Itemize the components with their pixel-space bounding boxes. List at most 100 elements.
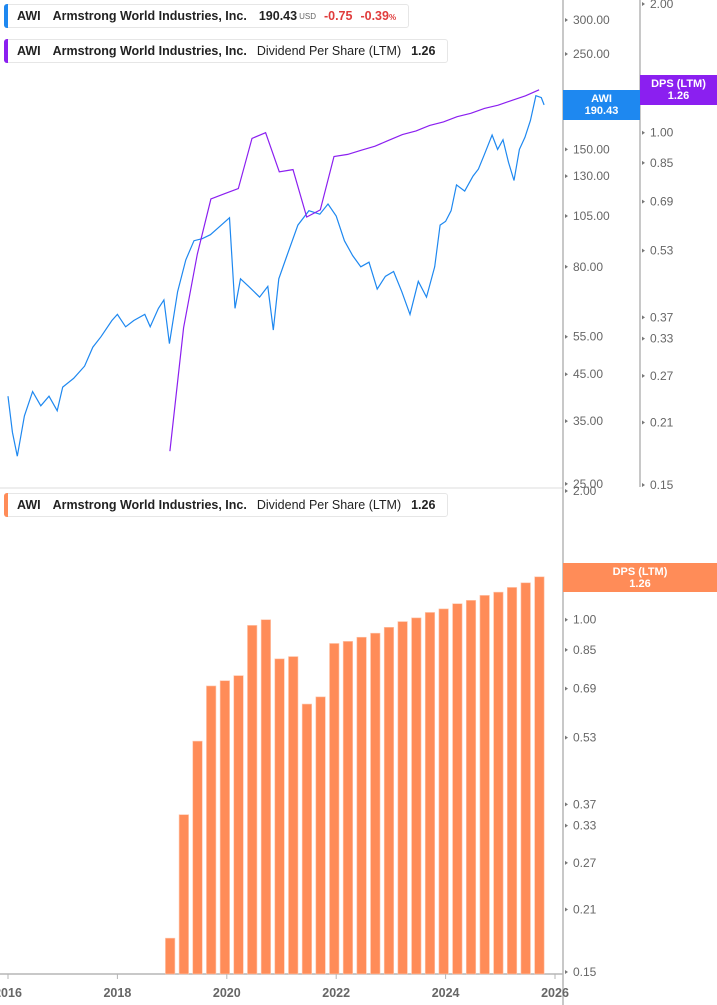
- price-tick-label: 250.00: [573, 47, 610, 61]
- price-tick-label-mark: [565, 419, 568, 424]
- x-tick-label: 2018: [103, 986, 131, 1000]
- dps-tag-value: 1.26: [667, 90, 690, 102]
- dps-bar: [260, 619, 271, 975]
- legend-price: 190.43: [258, 9, 298, 23]
- x-tick-label: 2026: [541, 986, 569, 1000]
- dps-bar: [315, 696, 326, 975]
- dps-bar: [219, 680, 230, 975]
- bar-y-tick-label-mark: [565, 970, 568, 975]
- price-tick-label: 35.00: [573, 414, 603, 428]
- dps-bar: [329, 643, 340, 975]
- dps-tick-label-mark: [642, 2, 645, 6]
- price-tick-label: 150.00: [573, 142, 610, 156]
- price-tag-ticker: AWI: [591, 93, 612, 105]
- dps-bar: [165, 937, 176, 975]
- dps-tag-value: 1.26: [629, 577, 651, 590]
- price-tick-label-mark: [565, 18, 568, 22]
- bar-y-tick-label-mark: [565, 802, 568, 807]
- price-tick-label: 130.00: [573, 169, 610, 183]
- dps-bar: [370, 632, 381, 975]
- price-tick-label-mark: [565, 481, 568, 486]
- legend-value: 1.26: [411, 44, 436, 58]
- bar-y-tick-label-mark: [565, 489, 568, 493]
- legend-currency: USD: [299, 11, 316, 21]
- dps-bar: [274, 658, 285, 975]
- legend-ticker: AWI: [17, 44, 41, 58]
- dps-tick-label-mark: [642, 315, 645, 320]
- legend-change: -0.75: [323, 9, 353, 23]
- dps-bar: [506, 587, 518, 975]
- legend-value: 1.26: [411, 498, 436, 512]
- bar-y-tick-label-mark: [565, 907, 568, 912]
- dps-bar: [479, 595, 490, 975]
- dps-bar-swatch: [4, 493, 8, 517]
- legend-metric: Dividend Per Share (LTM): [256, 44, 402, 58]
- dps-tick-label: 0.53: [650, 244, 674, 258]
- dps-tick-label: 2.00: [650, 0, 674, 11]
- dps-tick-label: 0.33: [650, 332, 674, 346]
- dps-legend-top[interactable]: AWI Armstrong World Industries, Inc. Div…: [4, 39, 449, 63]
- price-series-swatch: [4, 4, 8, 28]
- price-line: [7, 94, 545, 457]
- price-tick-label-mark: [565, 214, 568, 219]
- x-tick-label: 2022: [322, 986, 350, 1000]
- price-tick-label-mark: [565, 264, 568, 269]
- price-tick-label: 80.00: [573, 260, 603, 274]
- bar-y-tick-label: 0.37: [573, 797, 597, 811]
- bar-y-tick-label: 0.69: [573, 682, 597, 696]
- dps-tick-label-mark: [642, 160, 645, 165]
- bar-y-tick-label: 2.00: [573, 484, 597, 498]
- dps-bar: [206, 685, 217, 975]
- price-tick-label: 45.00: [573, 367, 603, 381]
- dps-bar: [178, 814, 189, 975]
- price-tick-label-mark: [565, 147, 568, 152]
- dps-tick-label: 1.00: [650, 126, 674, 140]
- dps-bar: [465, 600, 477, 975]
- price-tick-label-mark: [565, 52, 568, 57]
- dps-tag-label: DPS (LTM): [612, 565, 668, 578]
- dps-legend-bottom[interactable]: AWI Armstrong World Industries, Inc. Div…: [4, 493, 449, 517]
- legend-ticker: AWI: [17, 9, 41, 23]
- dps-tick-label-mark: [642, 199, 645, 204]
- dps-bar: [438, 608, 449, 975]
- bar-y-tick-label-mark: [565, 617, 568, 622]
- bar-y-tick-label-mark: [565, 686, 568, 691]
- x-tick-label: 2020: [213, 986, 241, 1000]
- dps-bar: [493, 591, 504, 975]
- price-tick-label: 55.00: [573, 330, 603, 344]
- dps-bar: [424, 612, 436, 975]
- dps-bar: [192, 740, 203, 975]
- dps-bar: [301, 703, 312, 975]
- price-tick-label: 105.00: [573, 209, 610, 223]
- price-tick-label: 25.00: [573, 477, 603, 491]
- dps-tag-label: DPS (LTM): [651, 78, 706, 90]
- x-tick-label: 2016: [0, 986, 22, 1000]
- legend-company: Armstrong World Industries, Inc.: [52, 9, 247, 23]
- bar-y-tick-label: 0.21: [573, 903, 597, 917]
- dps-series-swatch: [4, 39, 8, 63]
- dps-bar: [233, 675, 244, 975]
- dps-tag-top: DPS (LTM) 1.26: [640, 75, 717, 105]
- price-legend[interactable]: AWI Armstrong World Industries, Inc. 190…: [4, 4, 410, 28]
- dps-bar: [356, 636, 367, 975]
- dps-tick-label-mark: [642, 336, 645, 341]
- price-tag-value: 190.43: [584, 105, 619, 117]
- price-tag: AWI 190.43: [563, 90, 640, 120]
- dps-tick-label: 0.21: [650, 416, 674, 430]
- dps-line: [169, 89, 540, 452]
- price-tick-label-mark: [565, 174, 568, 179]
- dps-tick-label: 0.37: [650, 310, 674, 324]
- price-tick-label-mark: [565, 372, 568, 377]
- bar-y-tick-label: 1.00: [573, 613, 597, 627]
- bar-y-tick-label-mark: [565, 860, 568, 865]
- legend-company: Armstrong World Industries, Inc.: [52, 498, 247, 512]
- x-tick-label: 2024: [432, 986, 460, 1000]
- dps-tick-label: 0.85: [650, 156, 674, 170]
- bar-y-tick-label: 0.27: [573, 856, 597, 870]
- bar-y-tick-label: 0.15: [573, 965, 597, 979]
- dps-bar: [288, 656, 299, 975]
- dps-bars: [165, 576, 545, 975]
- dps-bar: [452, 603, 463, 975]
- legend-ticker: AWI: [17, 498, 41, 512]
- dps-bar: [411, 617, 422, 975]
